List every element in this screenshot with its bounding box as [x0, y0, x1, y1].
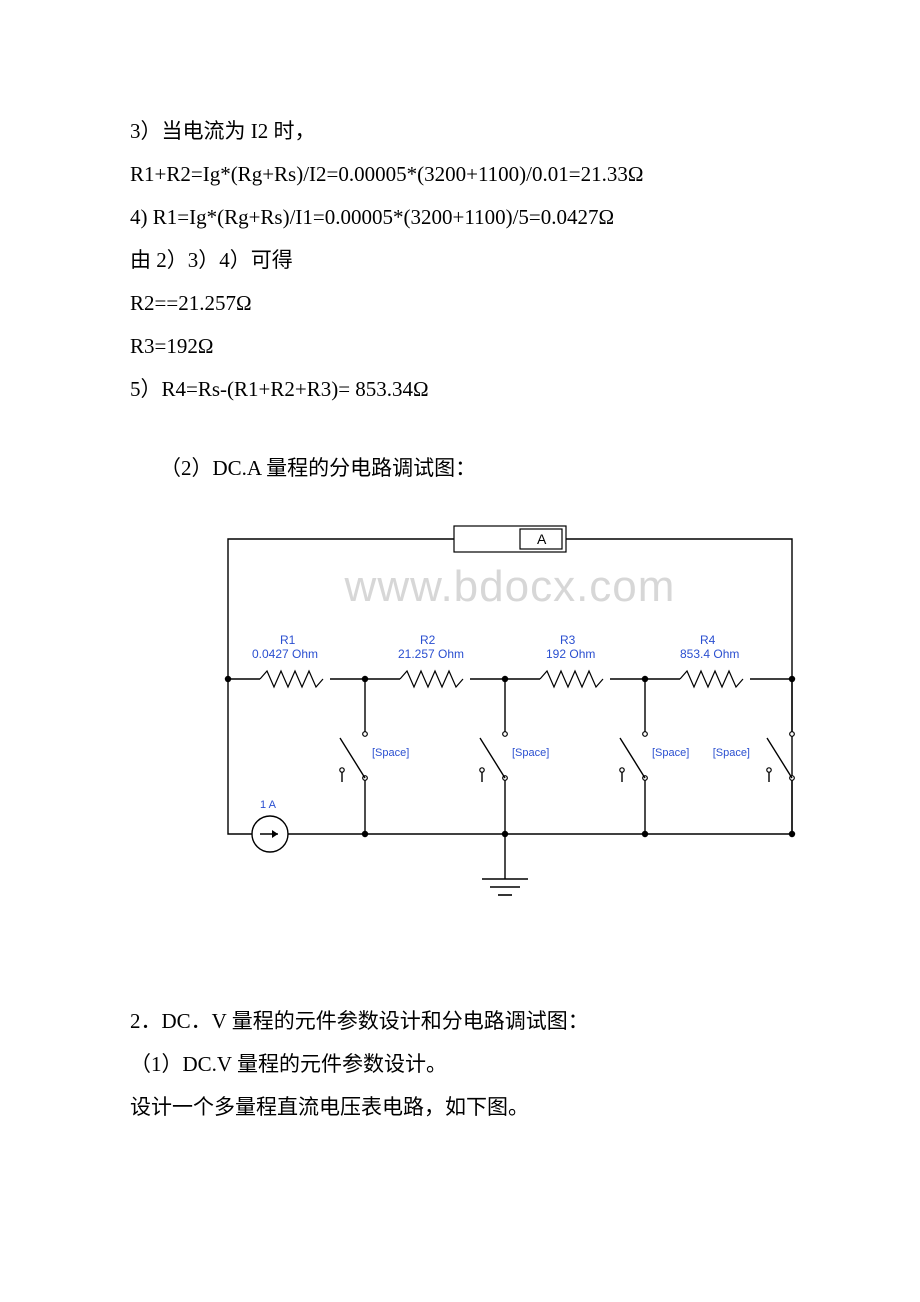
switch4-label: [Space]	[713, 747, 750, 759]
r4-name: R4	[700, 633, 716, 647]
circuit-diagram: www.bdocx.com A	[220, 524, 800, 944]
circuit-svg: A R1 0.04	[220, 524, 800, 944]
r3-name: R3	[560, 633, 576, 647]
section-dc-v-title: 2．DC．V 量程的元件参数设计和分电路调试图：	[130, 1000, 790, 1043]
ammeter-label: A	[537, 531, 547, 547]
section-2-title: （2）DC.A 量程的分电路调试图：	[130, 447, 790, 490]
calc-line-3-eq: R1+R2=Ig*(Rg+Rs)/I2=0.00005*(3200+1100)/…	[130, 153, 790, 196]
section-dc-v-1: （1）DC.V 量程的元件参数设计。	[130, 1043, 790, 1086]
source-label: 1 A	[260, 799, 277, 811]
calc-line-4: 4) R1=Ig*(Rg+Rs)/I1=0.00005*(3200+1100)/…	[130, 196, 790, 239]
calc-line-3: 3）当电流为 I2 时，	[130, 110, 790, 153]
document-page: 3）当电流为 I2 时， R1+R2=Ig*(Rg+Rs)/I2=0.00005…	[0, 0, 920, 1210]
r1-name: R1	[280, 633, 296, 647]
section-dc-v-desc: 设计一个多量程直流电压表电路，如下图。	[130, 1086, 790, 1129]
r2-value: 21.257 Ohm	[398, 647, 464, 661]
switch1-label: [Space]	[372, 747, 409, 759]
r2-name: R2	[420, 633, 436, 647]
switch2-label: [Space]	[512, 747, 549, 759]
calc-r2: R2==21.257Ω	[130, 282, 790, 325]
r4-value: 853.4 Ohm	[680, 647, 739, 661]
r3-value: 192 Ohm	[546, 647, 595, 661]
calc-r3: R3=192Ω	[130, 325, 790, 368]
calc-line-5: 5）R4=Rs-(R1+R2+R3)= 853.34Ω	[130, 368, 790, 411]
r1-value: 0.0427 Ohm	[252, 647, 318, 661]
calc-derive: 由 2）3）4）可得	[130, 239, 790, 282]
switch3-label: [Space]	[652, 747, 689, 759]
